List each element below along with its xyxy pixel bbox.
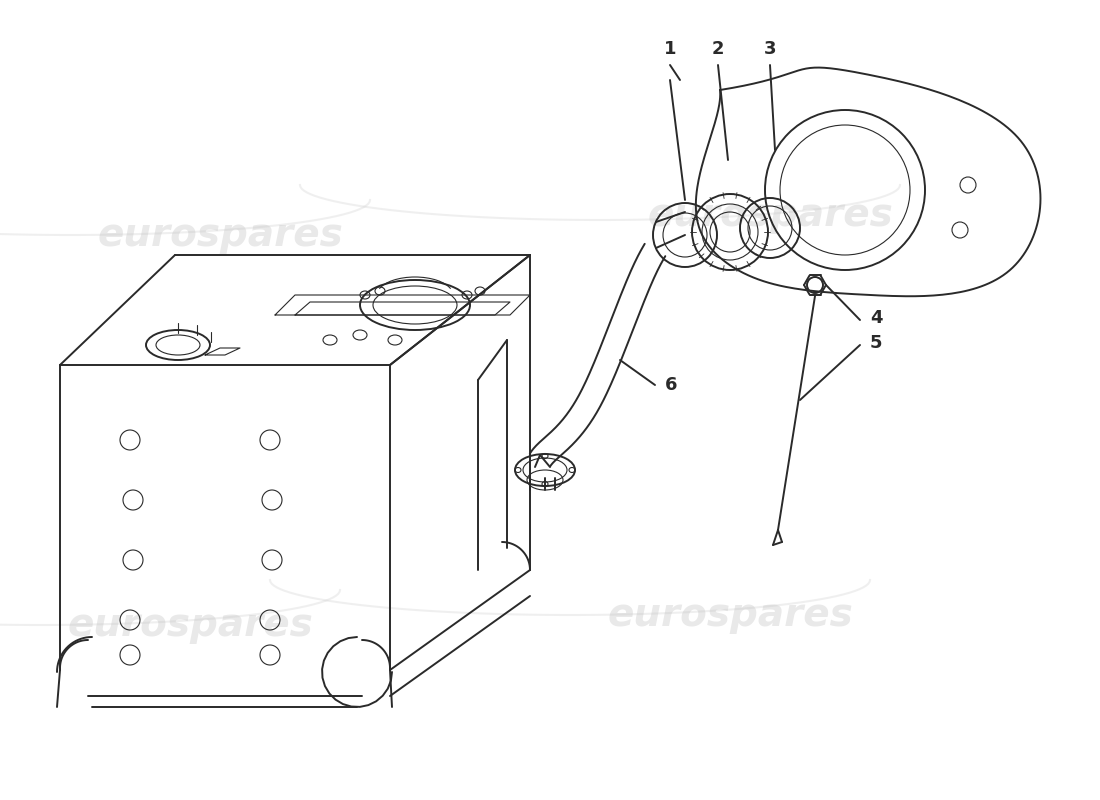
Text: 6: 6 bbox=[666, 376, 678, 394]
Text: eurospares: eurospares bbox=[607, 596, 852, 634]
Text: 1: 1 bbox=[663, 40, 676, 58]
Text: eurospares: eurospares bbox=[647, 196, 893, 234]
Text: 5: 5 bbox=[870, 334, 882, 352]
Text: eurospares: eurospares bbox=[67, 606, 312, 644]
Text: 2: 2 bbox=[712, 40, 724, 58]
Text: eurospares: eurospares bbox=[97, 216, 343, 254]
Text: 3: 3 bbox=[763, 40, 777, 58]
Text: 4: 4 bbox=[870, 309, 882, 327]
